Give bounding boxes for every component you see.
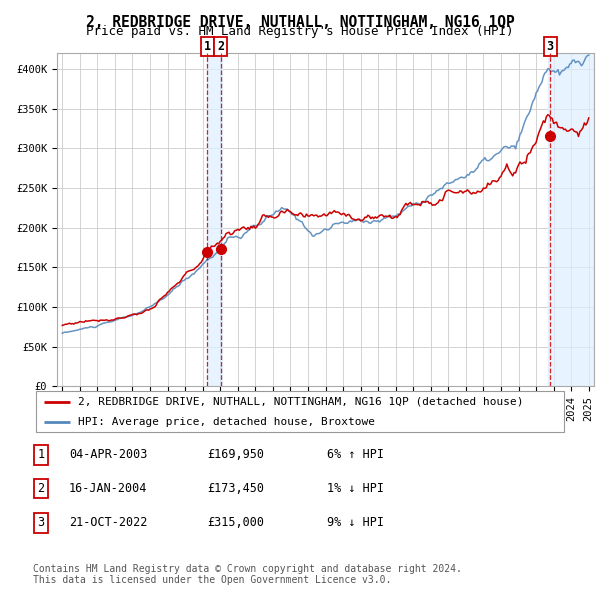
Text: 1: 1: [203, 40, 211, 53]
Text: 3: 3: [547, 40, 554, 53]
Text: 6% ↑ HPI: 6% ↑ HPI: [327, 448, 384, 461]
Text: 2: 2: [217, 40, 224, 53]
Text: 16-JAN-2004: 16-JAN-2004: [69, 482, 148, 495]
Text: £169,950: £169,950: [207, 448, 264, 461]
Text: 04-APR-2003: 04-APR-2003: [69, 448, 148, 461]
Text: 3: 3: [37, 516, 44, 529]
Text: 1: 1: [37, 448, 44, 461]
Text: 2: 2: [37, 482, 44, 495]
Text: HPI: Average price, detached house, Broxtowe: HPI: Average price, detached house, Brox…: [78, 417, 375, 427]
Text: 2, REDBRIDGE DRIVE, NUTHALL, NOTTINGHAM, NG16 1QP: 2, REDBRIDGE DRIVE, NUTHALL, NOTTINGHAM,…: [86, 15, 514, 30]
Bar: [207, 53, 221, 386]
Text: Price paid vs. HM Land Registry's House Price Index (HPI): Price paid vs. HM Land Registry's House …: [86, 25, 514, 38]
Text: Contains HM Land Registry data © Crown copyright and database right 2024.
This d: Contains HM Land Registry data © Crown c…: [33, 563, 462, 585]
Text: £315,000: £315,000: [207, 516, 264, 529]
Text: 9% ↓ HPI: 9% ↓ HPI: [327, 516, 384, 529]
Text: 21-OCT-2022: 21-OCT-2022: [69, 516, 148, 529]
Text: 1% ↓ HPI: 1% ↓ HPI: [327, 482, 384, 495]
Text: £173,450: £173,450: [207, 482, 264, 495]
Text: 2, REDBRIDGE DRIVE, NUTHALL, NOTTINGHAM, NG16 1QP (detached house): 2, REDBRIDGE DRIVE, NUTHALL, NOTTINGHAM,…: [78, 396, 524, 407]
Bar: [548, 53, 594, 386]
